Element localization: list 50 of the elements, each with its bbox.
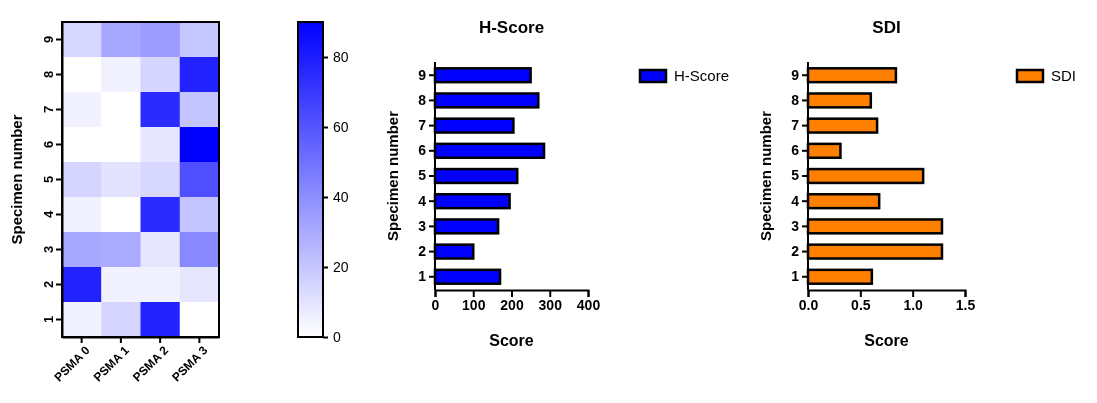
x-tick-label: 1.5 (955, 296, 976, 313)
legend-label: H-Score (674, 67, 730, 84)
y-tick-label: 7 (791, 117, 800, 134)
y-tick-label: 8 (791, 91, 800, 108)
y-tick-label: 3 (418, 217, 427, 234)
y-tick-label: 4 (418, 192, 427, 209)
y-tick-label: 2 (791, 243, 800, 260)
y-tick-label: 9 (41, 35, 56, 44)
y-axis-title: Specimen number (757, 110, 774, 242)
y-tick-label: 8 (418, 91, 427, 108)
color-bar-label: 40 (333, 188, 349, 205)
x-tick-label: 200 (500, 296, 524, 313)
y-tick-label: 5 (791, 167, 800, 184)
x-tick-label: 100 (462, 296, 486, 313)
color-bar-label: 60 (333, 118, 349, 135)
y-axis-title: Specimen number (384, 110, 401, 242)
x-tick-label: 0 (431, 296, 440, 313)
y-tick-label: 7 (41, 105, 56, 114)
x-tick-label: 0.0 (798, 296, 819, 313)
color-bar-label: 0 (333, 328, 341, 345)
y-tick-label: 4 (41, 210, 56, 219)
color-bar-label: 20 (333, 258, 349, 275)
x-axis-title: Score (864, 332, 909, 349)
y-tick-label: 6 (41, 140, 56, 149)
y-tick-label: 5 (41, 175, 56, 184)
x-tick-label: 400 (576, 296, 601, 313)
y-tick-label: 8 (41, 70, 56, 79)
y-tick-label: 4 (791, 192, 800, 209)
y-tick-label: 6 (418, 142, 427, 159)
y-tick-label: 7 (418, 117, 427, 134)
y-tick-label: 2 (41, 280, 56, 289)
chart-title: H-Score (478, 18, 545, 37)
y-tick-label: 5 (418, 167, 427, 184)
x-tick-label: 1.0 (903, 296, 924, 313)
x-axis-title: Score (489, 332, 534, 349)
y-tick-label: 9 (418, 66, 427, 83)
y-tick-label: 9 (791, 66, 800, 83)
y-tick-label: 1 (41, 315, 56, 324)
y-tick-label: 3 (791, 217, 800, 234)
legend-label: SDI (1051, 67, 1077, 84)
y-tick-label: 6 (791, 142, 800, 159)
y-tick-label: 1 (791, 268, 800, 285)
y-tick-label: 1 (418, 268, 427, 285)
y-tick-label: 3 (41, 245, 56, 254)
x-tick-label: 300 (538, 296, 563, 313)
y-tick-label: 2 (418, 243, 427, 260)
x-tick-label: 0.5 (851, 296, 871, 313)
color-bar-label: 80 (333, 48, 349, 65)
y-axis-title: Specimen number (8, 114, 25, 245)
chart-title: SDI (872, 18, 901, 37)
